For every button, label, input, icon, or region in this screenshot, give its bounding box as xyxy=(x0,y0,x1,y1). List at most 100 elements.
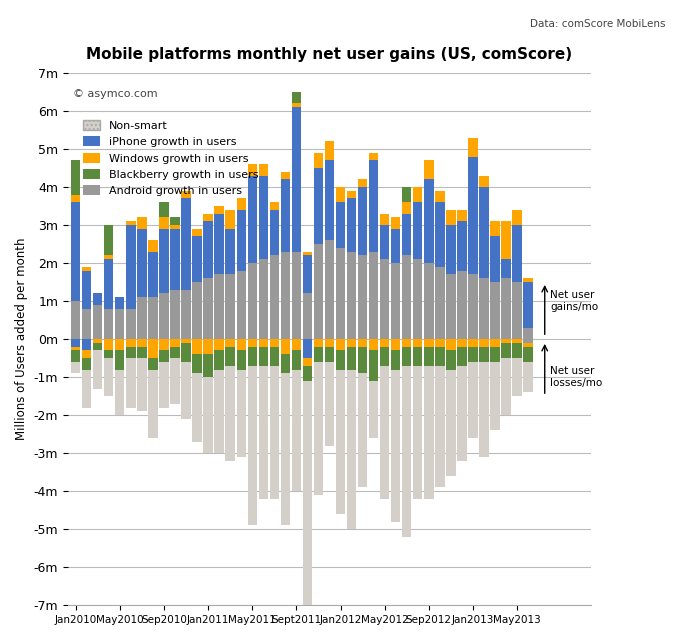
Bar xyxy=(270,210,279,255)
Bar xyxy=(126,358,136,408)
Bar xyxy=(302,252,312,255)
Bar xyxy=(225,365,235,461)
Bar xyxy=(369,161,378,252)
Bar xyxy=(336,369,345,514)
Bar xyxy=(302,294,312,339)
Bar xyxy=(137,358,146,412)
Bar xyxy=(491,221,500,236)
Bar xyxy=(457,365,467,461)
Bar xyxy=(457,339,467,347)
Bar xyxy=(358,347,368,373)
Legend: Non-smart, iPhone growth in users, Windows growth in users, Blackberry growth in: Non-smart, iPhone growth in users, Windo… xyxy=(78,116,262,201)
Bar xyxy=(424,179,433,263)
Bar xyxy=(512,225,522,282)
Bar xyxy=(193,282,202,339)
Bar xyxy=(159,339,169,351)
Bar xyxy=(302,255,312,294)
Bar xyxy=(325,240,334,339)
Bar xyxy=(424,161,433,179)
Text: Net user
gains/mo: Net user gains/mo xyxy=(550,291,598,312)
Bar xyxy=(204,355,213,377)
Bar xyxy=(71,362,80,373)
Bar xyxy=(501,358,511,415)
Bar xyxy=(159,351,169,362)
Bar xyxy=(501,339,511,343)
Bar xyxy=(347,198,356,252)
Bar xyxy=(159,202,169,218)
Bar xyxy=(237,210,246,271)
Bar xyxy=(325,141,334,161)
Bar xyxy=(148,339,158,358)
Bar xyxy=(314,362,323,495)
Bar xyxy=(512,339,522,343)
Bar xyxy=(512,358,522,396)
Bar xyxy=(258,365,268,499)
Bar xyxy=(292,369,301,491)
Bar xyxy=(380,259,389,339)
Bar xyxy=(214,369,224,453)
Bar xyxy=(115,339,125,351)
Bar xyxy=(391,339,400,351)
Bar xyxy=(71,339,80,347)
Bar xyxy=(480,175,489,187)
Bar xyxy=(104,255,113,259)
Bar xyxy=(413,339,423,347)
Bar xyxy=(181,362,190,419)
Bar xyxy=(480,278,489,339)
Bar xyxy=(126,347,136,358)
Bar xyxy=(512,210,522,225)
Bar xyxy=(193,236,202,282)
Bar xyxy=(358,179,368,187)
Text: Net user
losses/mo: Net user losses/mo xyxy=(550,366,603,388)
Bar xyxy=(457,347,467,365)
Bar xyxy=(358,339,368,347)
Bar xyxy=(137,229,146,297)
Bar xyxy=(446,275,456,339)
Bar xyxy=(137,218,146,229)
Bar xyxy=(204,278,213,339)
Bar xyxy=(446,369,456,476)
Bar xyxy=(480,187,489,278)
Bar xyxy=(391,229,400,263)
Bar xyxy=(391,351,400,369)
Bar xyxy=(248,175,257,263)
Bar xyxy=(347,339,356,347)
Bar xyxy=(258,259,268,339)
Bar xyxy=(402,214,412,255)
Bar xyxy=(369,153,378,161)
Title: Mobile platforms monthly net user gains (US, comScore): Mobile platforms monthly net user gains … xyxy=(86,47,573,62)
Bar xyxy=(214,206,224,214)
Bar xyxy=(258,339,268,347)
Bar xyxy=(491,339,500,347)
Bar xyxy=(468,362,477,438)
Bar xyxy=(71,195,80,202)
Bar xyxy=(446,339,456,351)
Bar xyxy=(71,347,80,351)
Bar xyxy=(292,252,301,339)
Bar xyxy=(281,179,290,252)
Bar xyxy=(424,347,433,365)
Bar xyxy=(336,187,345,202)
Bar xyxy=(413,259,423,339)
Bar xyxy=(402,187,412,202)
Bar xyxy=(170,347,180,358)
Bar xyxy=(71,202,80,301)
Bar xyxy=(270,365,279,499)
Bar xyxy=(491,362,500,430)
Bar xyxy=(446,351,456,369)
Bar xyxy=(314,244,323,339)
Bar xyxy=(104,259,113,308)
Bar xyxy=(159,294,169,339)
Bar xyxy=(204,214,213,221)
Bar xyxy=(413,187,423,202)
Bar xyxy=(380,365,389,499)
Bar xyxy=(93,343,102,351)
Bar xyxy=(93,305,102,339)
Bar xyxy=(391,369,400,522)
Bar xyxy=(115,351,125,369)
Bar xyxy=(302,381,312,628)
Bar xyxy=(258,164,268,175)
Bar xyxy=(148,369,158,438)
Bar xyxy=(181,191,190,198)
Bar xyxy=(126,339,136,347)
